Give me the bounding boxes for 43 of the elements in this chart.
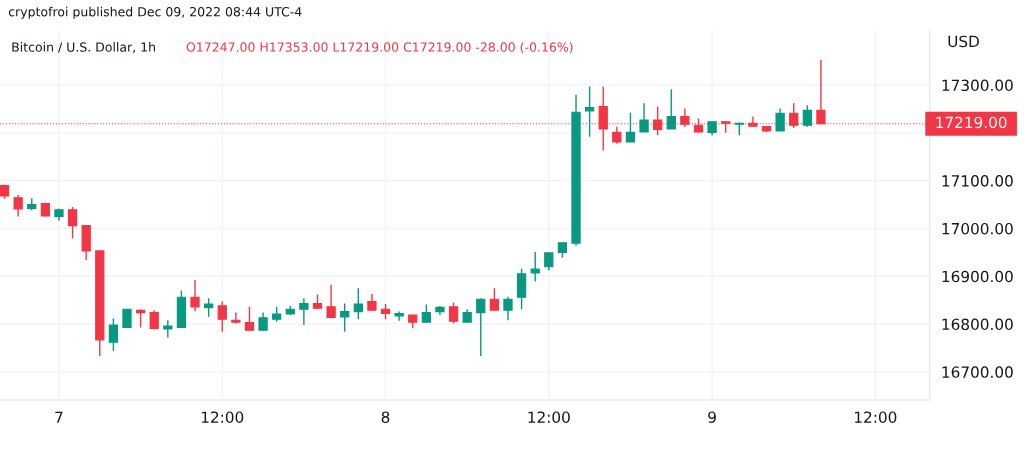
candlestick [190,279,200,312]
candlestick [775,107,785,132]
y-tick-label: 16700.00 [942,366,1013,378]
candlestick [163,319,173,339]
text: O17247.00 H17353.00 L17219.00 C17219.00 -28.00 (-0.16%) [186,42,573,54]
candlestick [203,297,214,318]
candlestick [122,308,132,329]
candlestick [108,317,119,352]
y-tick-label: 17100.00 [942,175,1013,187]
candlestick [666,88,676,130]
candlestick [503,296,513,321]
candlestick [639,102,649,133]
y-axis-title: USD [948,35,979,48]
y-tick-label: 16800.00 [942,318,1013,331]
candlestick [231,311,241,325]
candlestick [13,194,23,218]
text: Bitcoin / U.S. Dollar, 1h [12,42,155,54]
candlestick [67,206,78,240]
candlestick [476,297,486,357]
candlestick [584,85,595,138]
x-tick-label: 12:00 [855,411,897,423]
candlestick [625,112,636,143]
x-tick-label: 12:00 [528,411,570,423]
candlestick [530,251,540,283]
candlestick [516,267,527,310]
candlestick [217,300,227,333]
text: cryptofroi published Dec 09, 2022 08:44 UTC-4 [8,6,302,19]
candlestick [802,104,812,128]
candlestick [353,287,363,320]
y-tick-label: 17300.00 [942,79,1013,92]
x-tick-label: 8 [381,411,390,423]
candlestick [448,301,459,325]
ref-line-label: 17219.00 [936,116,1007,129]
x-tick-label: 7 [55,411,63,423]
candlestick [244,306,255,331]
candlestick [340,302,350,333]
y-tick-label: 17000.00 [942,222,1013,235]
x-tick-label: 9 [708,411,716,423]
x-tick-label: 12:00 [201,411,244,423]
candlestick [299,297,309,326]
y-tick-label: 16900.00 [942,270,1013,283]
candlestick [326,284,336,319]
candlestick [489,287,500,311]
